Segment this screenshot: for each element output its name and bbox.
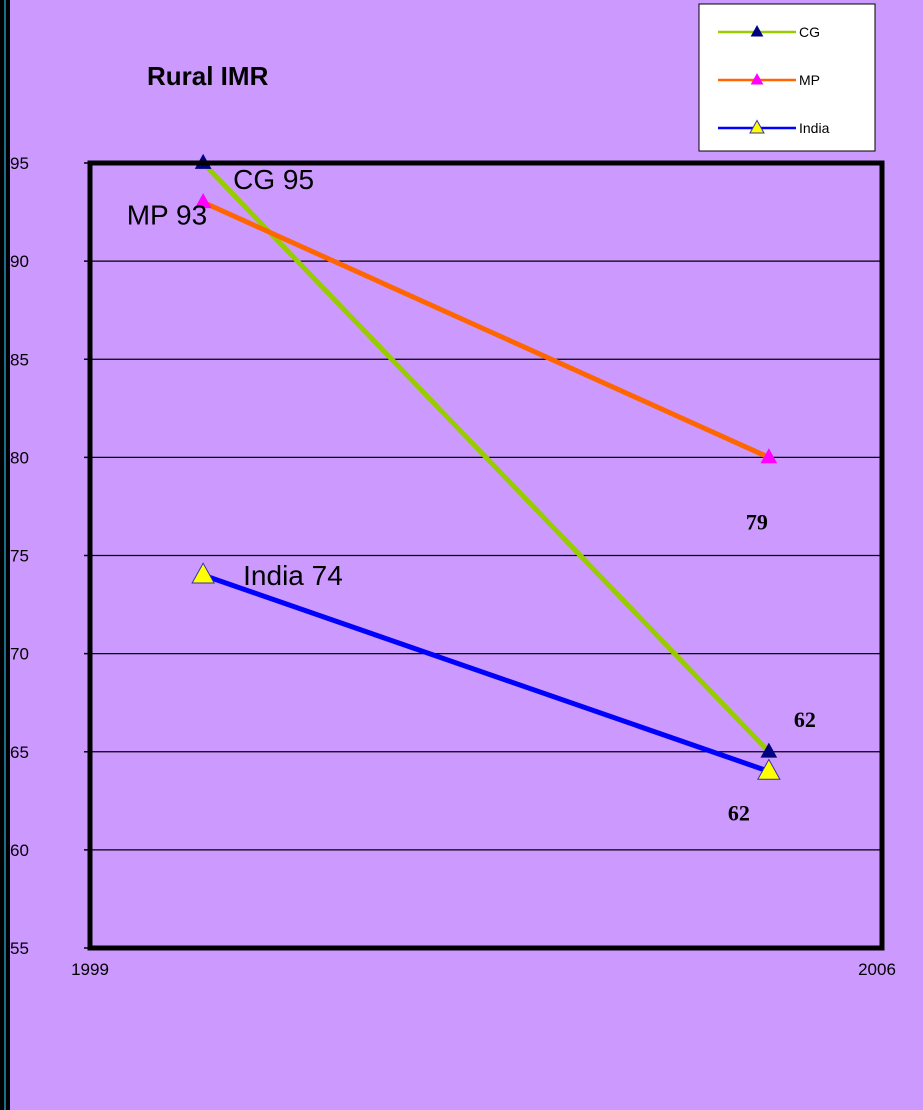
chart-title: Rural IMR xyxy=(147,61,269,91)
data-label-mp: 79 xyxy=(746,509,768,534)
y-tick-label: 60 xyxy=(10,841,29,860)
legend-marker-india xyxy=(749,119,765,134)
point-mp xyxy=(760,448,778,464)
legend-label-cg: CG xyxy=(799,24,820,40)
y-tick-label: 70 xyxy=(10,645,29,664)
point-mp xyxy=(194,193,212,209)
y-tick-label: 80 xyxy=(10,448,29,467)
y-tick-label: 55 xyxy=(10,939,29,958)
series-line-cg xyxy=(201,161,771,754)
plot-border xyxy=(87,160,885,951)
point-india xyxy=(757,758,781,780)
data-annotations: CG 95 MP 93 India 74 79 62 62 xyxy=(127,164,816,825)
legend-marker-mp xyxy=(750,73,764,85)
data-label-mp: MP 93 xyxy=(127,199,207,230)
data-label-cg: CG 95 xyxy=(233,164,314,195)
series-line-mp xyxy=(202,199,770,460)
legend-marker-cg xyxy=(750,25,764,37)
data-label-india: 62 xyxy=(728,800,750,825)
legend[interactable]: CG MP India xyxy=(698,3,876,152)
left-frame-edge-inner xyxy=(4,0,6,1110)
x-tick-label: 1999 xyxy=(71,960,109,979)
x-tick-label: 2006 xyxy=(858,960,896,979)
y-tick-label: 85 xyxy=(10,350,29,369)
legend-label-india: India xyxy=(799,120,830,136)
y-tick-label: 95 xyxy=(10,154,29,173)
gridlines xyxy=(84,162,882,949)
point-india xyxy=(191,562,215,584)
y-tick-labels: 55 60 65 70 75 80 85 90 95 xyxy=(10,154,29,958)
y-tick-label: 65 xyxy=(10,743,29,762)
legend-box xyxy=(698,3,876,152)
y-tick-label: 75 xyxy=(10,547,29,566)
data-label-cg: 62 xyxy=(794,707,816,732)
x-tick-labels: 1999 2006 xyxy=(71,960,896,979)
y-tick-label: 90 xyxy=(10,252,29,271)
series-markers xyxy=(191,153,781,780)
legend-label-mp: MP xyxy=(799,72,820,88)
series-lines xyxy=(201,161,771,774)
data-label-india: India 74 xyxy=(243,560,343,591)
left-frame-edge xyxy=(0,0,10,1110)
series-line-india xyxy=(202,572,770,774)
point-cg xyxy=(760,742,778,758)
